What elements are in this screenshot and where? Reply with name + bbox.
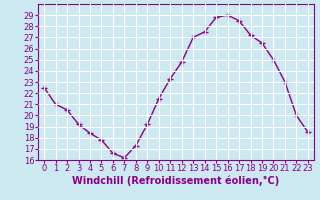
X-axis label: Windchill (Refroidissement éolien,°C): Windchill (Refroidissement éolien,°C) bbox=[72, 176, 280, 186]
